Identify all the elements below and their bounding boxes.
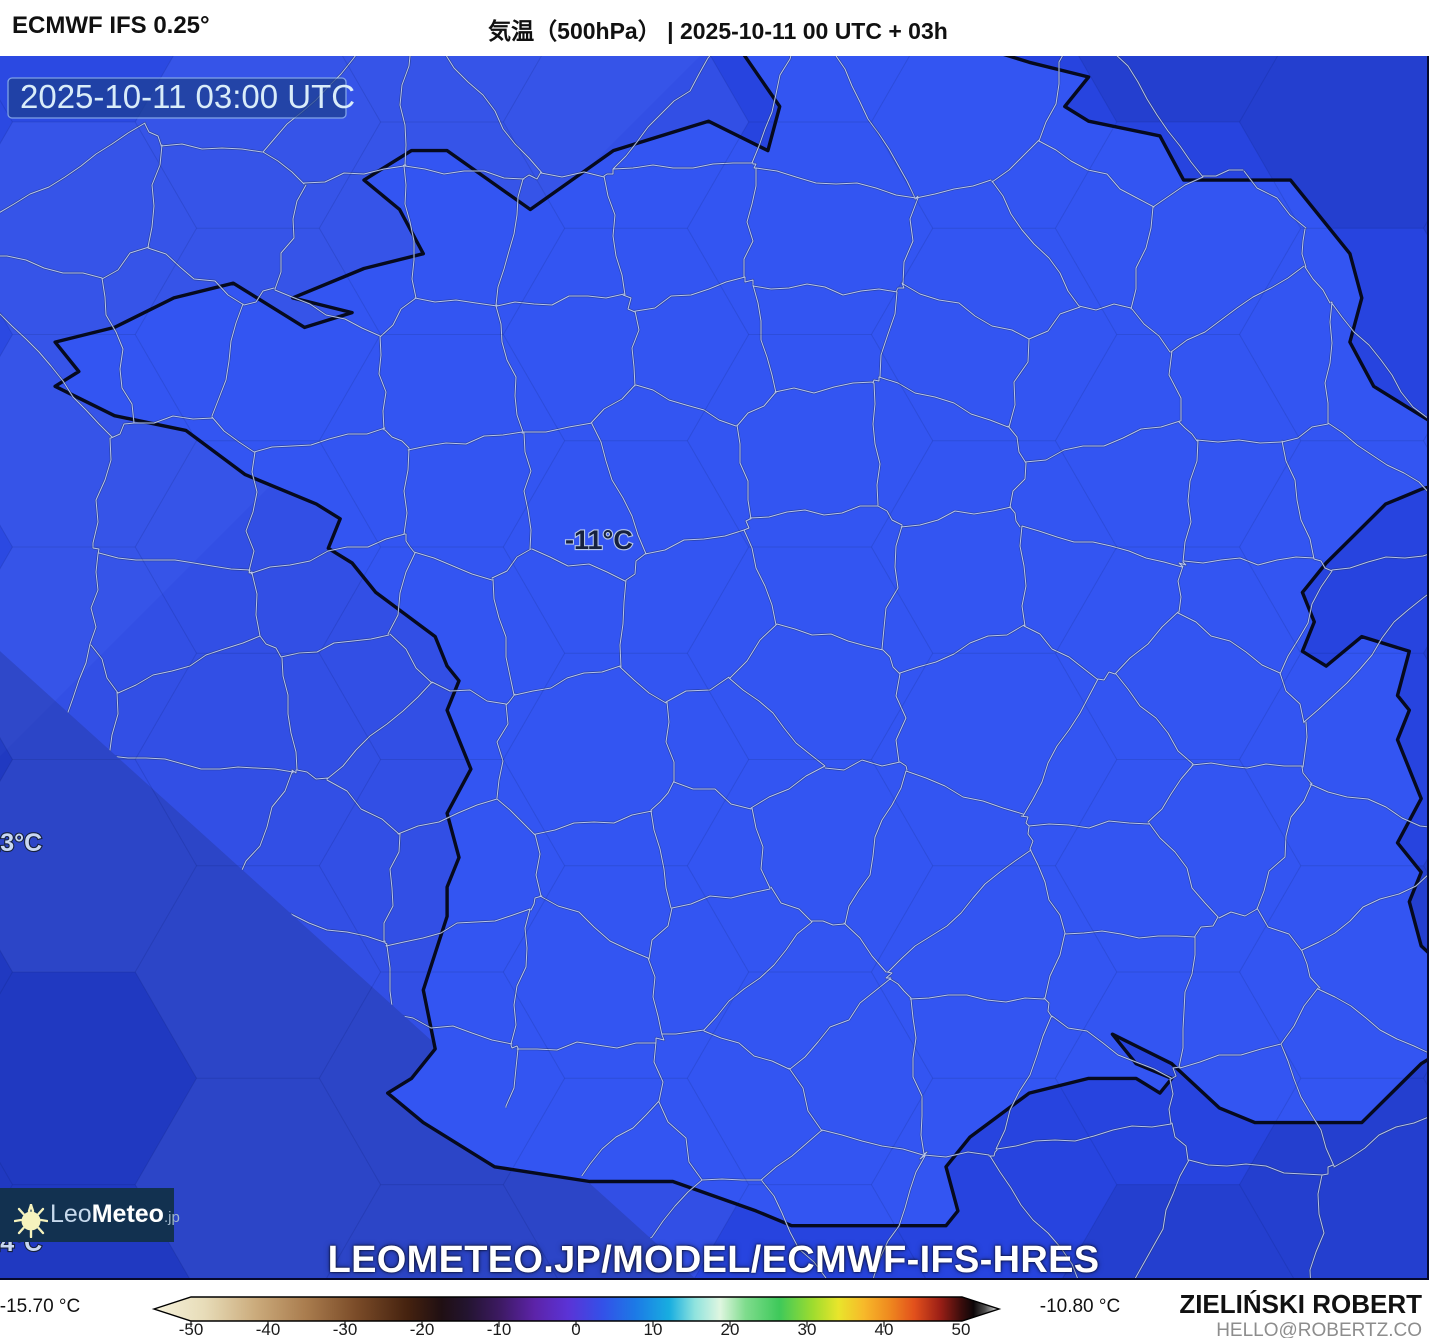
svg-text:-20: -20 <box>410 1320 435 1338</box>
svg-text:-10: -10 <box>487 1320 512 1338</box>
svg-text:-15.70 °C: -15.70 °C <box>0 1296 80 1317</box>
svg-text:-11°C: -11°C <box>565 525 633 555</box>
svg-text:40: 40 <box>875 1320 894 1338</box>
svg-text:0: 0 <box>571 1320 580 1338</box>
svg-text:-30: -30 <box>333 1320 358 1338</box>
svg-text:-40: -40 <box>256 1320 281 1338</box>
svg-text:-50: -50 <box>179 1320 204 1338</box>
svg-text:2025-10-11 03:00 UTC: 2025-10-11 03:00 UTC <box>20 78 355 115</box>
svg-text:10: 10 <box>644 1320 663 1338</box>
svg-text:-10.80 °C: -10.80 °C <box>1040 1296 1120 1317</box>
svg-text:20: 20 <box>721 1320 740 1338</box>
svg-text:30: 30 <box>798 1320 817 1338</box>
svg-text:50: 50 <box>952 1320 971 1338</box>
svg-text:-13°C: -13°C <box>0 829 42 857</box>
